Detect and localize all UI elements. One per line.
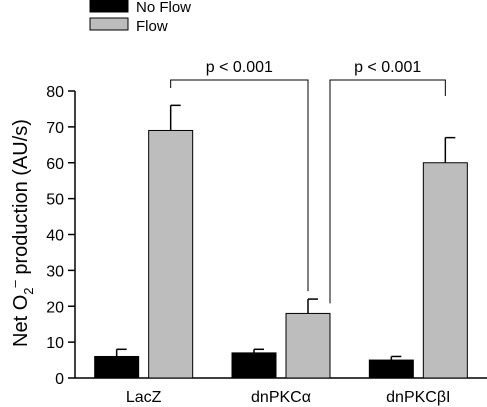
- y-tick-label: 0: [55, 371, 64, 388]
- x-tick-label: dnPKCβI: [386, 389, 450, 406]
- y-tick-label: 30: [46, 263, 64, 280]
- legend-swatch-no-flow: [89, 0, 129, 13]
- y-tick-label: 60: [46, 156, 64, 173]
- y-axis-label: Net O2– production (AU/s): [7, 119, 36, 347]
- y-tick-label: 50: [46, 192, 64, 209]
- y-tick-label: 40: [46, 228, 64, 245]
- y-tick-label: 70: [46, 120, 64, 137]
- bar-no-flow: [94, 355, 140, 379]
- legend-swatch-flow: [89, 17, 129, 31]
- x-tick-label: dnPKCα: [251, 389, 311, 406]
- significance-bracket: [329, 79, 446, 304]
- x-tick-label: LacZ: [126, 389, 162, 406]
- bar-flow: [148, 129, 194, 379]
- legend-label-flow: Flow: [136, 18, 168, 35]
- bar-flow: [422, 162, 468, 379]
- bar-no-flow: [231, 352, 277, 379]
- legend: No Flow Flow: [89, 0, 191, 35]
- bar-no-flow: [368, 359, 414, 379]
- significance-bracket: [170, 79, 309, 292]
- error-bars: [115, 104, 456, 361]
- significance-annotations: p < 0.001 p < 0.001: [170, 59, 446, 304]
- y-tick-label: 80: [46, 84, 64, 101]
- y-tick-label: 20: [46, 299, 64, 316]
- y-axis: 0 10 20 30 40 50 60 70 80: [46, 84, 76, 388]
- bar-flow: [285, 312, 331, 379]
- significance-label: p < 0.001: [206, 59, 273, 76]
- bars: [94, 129, 468, 379]
- y-tick-label: 10: [46, 335, 64, 352]
- x-axis: LacZ dnPKCα dnPKCβI: [75, 377, 487, 406]
- significance-label: p < 0.001: [354, 59, 421, 76]
- legend-label-no-flow: No Flow: [136, 0, 191, 16]
